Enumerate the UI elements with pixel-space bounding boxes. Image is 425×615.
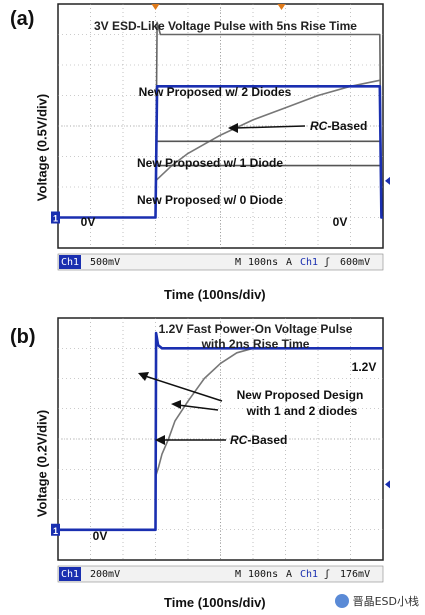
status-bar xyxy=(57,565,384,583)
arrowhead-icon xyxy=(155,435,165,445)
annotation-italic: RC xyxy=(310,119,328,133)
status-trigger: A xyxy=(286,257,292,268)
chart-title: 1.2V Fast Power-On Voltage Pulse xyxy=(159,322,353,336)
annotation-label: with 1 and 2 diodes xyxy=(246,404,358,418)
status-trigger-channel: Ch1 xyxy=(300,257,318,268)
trigger-level-icon xyxy=(385,480,390,489)
trigger-marker-icon xyxy=(151,4,160,10)
annotation-label: New Proposed w/ 1 Diode xyxy=(137,156,283,170)
annotation-label: New Proposed w/ 0 Diode xyxy=(137,193,283,207)
annotation-label: RC-Based xyxy=(310,119,367,133)
panel-a-xlabel: Time (100ns/div) xyxy=(164,287,266,302)
trigger-marker-icon xyxy=(277,4,286,10)
status-trigger: A xyxy=(286,569,292,580)
status-level: 600mV xyxy=(340,257,370,268)
wechat-icon xyxy=(334,594,349,608)
status-scale: 500mV xyxy=(90,257,120,268)
annotation-arrow xyxy=(234,125,306,129)
annotation-label: 0V xyxy=(93,529,108,543)
annotation-label: New Proposed Design xyxy=(237,388,364,402)
series-line-2 xyxy=(154,79,380,182)
status-time: 100ns xyxy=(248,257,278,268)
annotation-arrow xyxy=(144,375,223,402)
annotation-arrow xyxy=(177,404,219,411)
status-channel-box xyxy=(59,567,81,581)
watermark: 晋晶ESD小栈 xyxy=(334,593,419,609)
status-trigger-channel: Ch1 xyxy=(300,569,318,580)
watermark-text: 晋晶ESD小栈 xyxy=(352,595,419,608)
series-line-0 xyxy=(58,331,383,532)
status-marker: M xyxy=(235,569,241,580)
scope-panel-a: 1 3V ESD-Like Voltage Pulse with 5ns Rise… xyxy=(51,3,390,271)
panel-b-label: (b) xyxy=(10,326,36,348)
panel-a-label: (a) xyxy=(10,8,35,30)
annotation-label: 0V xyxy=(81,215,96,229)
series-line-1 xyxy=(154,347,383,478)
status-scale: 200mV xyxy=(90,569,120,580)
status-time: 100ns xyxy=(248,569,278,580)
arrowhead-icon xyxy=(138,372,149,381)
annotation-rest: -Based xyxy=(247,433,287,447)
status-level: 176mV xyxy=(340,569,370,580)
status-channel: Ch1 xyxy=(61,569,79,580)
annotation-rest: -Based xyxy=(327,119,367,133)
annotation-label: 1.2V xyxy=(352,360,377,374)
trigger-level-icon xyxy=(385,176,390,185)
status-slope: ʃ xyxy=(324,569,330,580)
panel-b-xlabel: Time (100ns/div) xyxy=(164,595,266,610)
ground-marker-label: 1 xyxy=(53,214,58,224)
chart-title: 3V ESD-Like Voltage Pulse with 5ns Rise … xyxy=(94,19,357,33)
ground-marker-icon xyxy=(51,523,60,536)
chart-title: with 2ns Rise Time xyxy=(201,337,310,351)
status-channel-box xyxy=(59,255,81,269)
annotation-label: 0V xyxy=(333,215,348,229)
status-channel: Ch1 xyxy=(61,257,79,268)
annotation-italic: RC xyxy=(230,433,248,447)
ground-marker-label: 1 xyxy=(53,526,58,536)
arrowhead-icon xyxy=(171,400,181,409)
annotation-label: New Proposed w/ 2 Diodes xyxy=(139,85,292,99)
status-slope: ʃ xyxy=(324,257,330,268)
status-bar xyxy=(57,253,384,271)
series-line-0 xyxy=(58,85,383,219)
ground-marker-icon xyxy=(51,211,60,224)
status-marker: M xyxy=(235,257,241,268)
arrowhead-icon xyxy=(228,123,238,133)
annotation-label: RC-Based xyxy=(230,433,287,447)
